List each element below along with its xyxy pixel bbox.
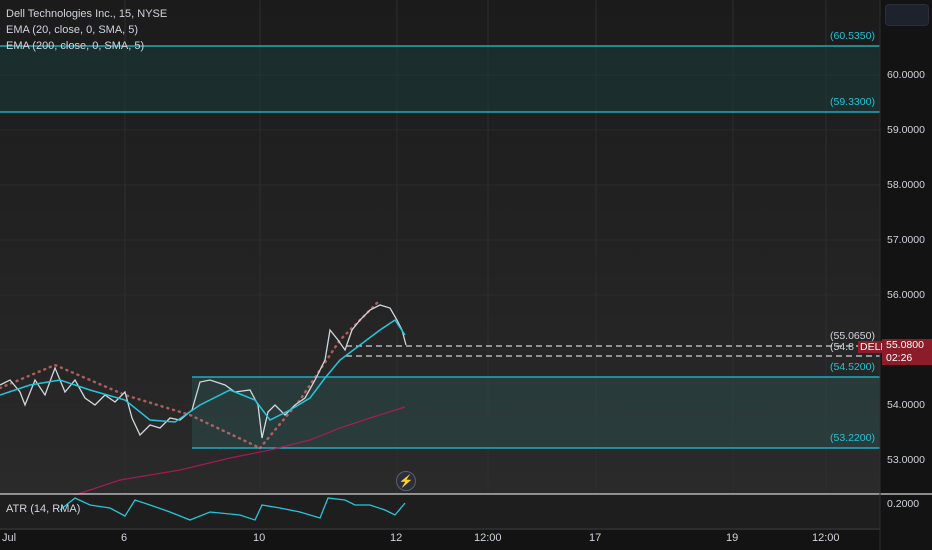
ema20-line <box>0 318 406 423</box>
price-tick: 59.0000 <box>887 124 925 136</box>
time-tick: 10 <box>253 532 266 544</box>
price-tick: 58.0000 <box>887 179 925 191</box>
price-tick: 57.0000 <box>887 234 925 246</box>
level-label-55065: (55.0650) <box>830 330 875 342</box>
toolbar-button[interactable] <box>885 4 929 26</box>
bar-countdown: 02:26 <box>886 352 913 364</box>
support-zone[interactable] <box>192 377 880 448</box>
atr-tick: 0.2000 <box>887 498 920 510</box>
price-tick: 60.0000 <box>887 69 925 81</box>
symbol-tag: DELL <box>858 341 889 353</box>
price-tick: 54.0000 <box>887 399 925 411</box>
level-label-53220: (53.2200) <box>830 432 875 444</box>
last-price: 55.0800 <box>886 339 924 351</box>
ema20-legend[interactable]: EMA (20, close, 0, SMA, 5) <box>6 24 139 36</box>
time-tick: 12 <box>390 532 403 544</box>
time-tick: Jul <box>2 532 17 544</box>
price-series <box>0 304 407 439</box>
time-tick: 6 <box>121 532 128 544</box>
time-tick: 19 <box>726 532 739 544</box>
level-label-54520: (54.5200) <box>830 361 875 373</box>
resistance-zone[interactable] <box>0 46 880 112</box>
price-tick: 56.0000 <box>887 289 925 301</box>
level-label-60535: (60.5350) <box>830 30 875 42</box>
time-tick: 12:00 <box>474 532 502 544</box>
last-price-tag: 55.0800 02:26 <box>882 339 932 365</box>
ema200-line <box>59 406 406 501</box>
atr-line <box>59 497 406 521</box>
chart-title[interactable]: Dell Technologies Inc., 15, NYSE <box>6 8 168 20</box>
level-label-548: (54.8 <box>830 341 854 353</box>
time-tick: 12:00 <box>812 532 840 544</box>
time-tick: 17 <box>589 532 602 544</box>
atr-legend[interactable]: ATR (14, RMA) <box>6 503 81 515</box>
price-tick: 53.0000 <box>887 454 925 466</box>
ema200-legend[interactable]: EMA (200, close, 0, SMA, 5) <box>6 40 145 52</box>
flash-icon[interactable]: ⚡ <box>396 471 416 491</box>
level-label-59330: (59.3300) <box>830 96 875 108</box>
